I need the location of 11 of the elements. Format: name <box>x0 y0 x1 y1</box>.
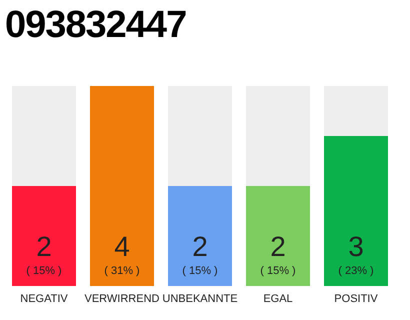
x-tick-label: UNBEKANNTE <box>162 292 238 305</box>
x-tick-label: NEGATIV <box>20 292 68 305</box>
x-tick-label: EGAL <box>263 292 293 305</box>
data-label: 4 ( 31% ) <box>104 231 140 277</box>
data-label: 2 ( 15% ) <box>26 231 62 277</box>
x-tick-label: POSITIV <box>334 292 378 305</box>
data-label: 2 ( 15% ) <box>260 231 296 277</box>
x-tick-label: VERWIRREND <box>84 292 160 305</box>
data-label: 3 ( 23% ) <box>338 231 374 277</box>
data-label: 2 ( 15% ) <box>182 231 218 277</box>
chart-title: 093832447 <box>4 3 188 48</box>
